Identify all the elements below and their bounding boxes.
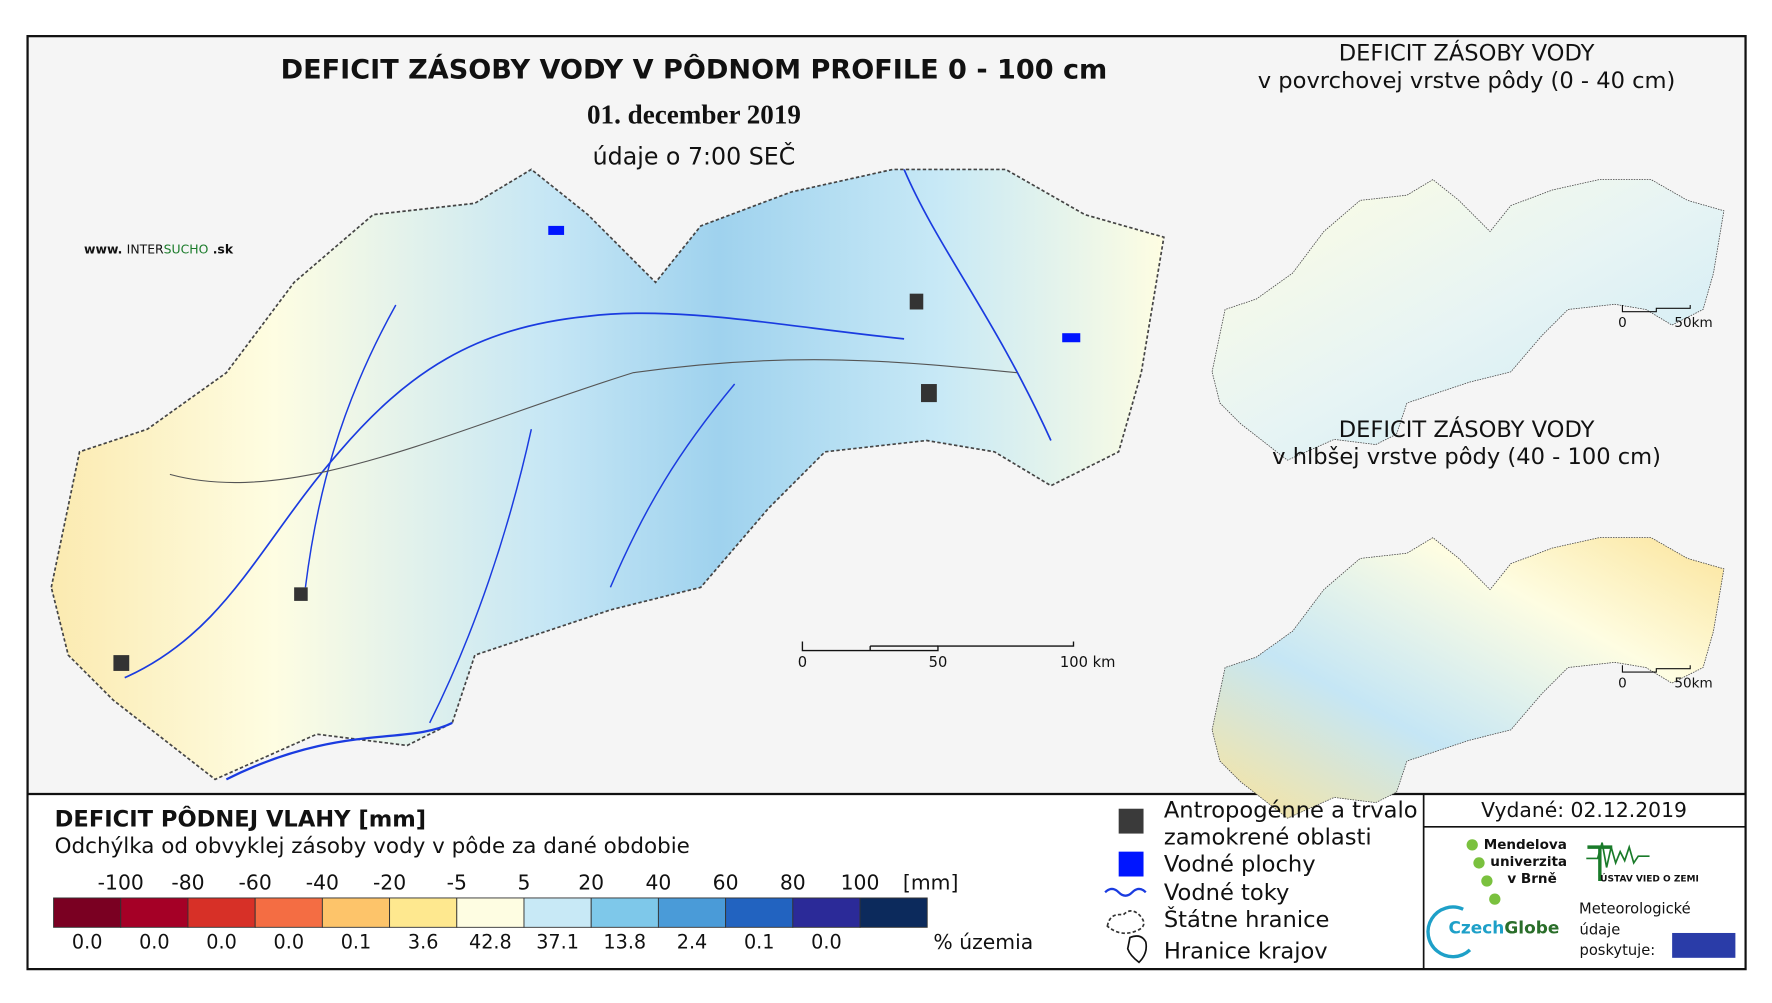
color-box: [389, 897, 458, 928]
percent-label: 0.0: [139, 931, 170, 954]
scale-label: 0: [1618, 675, 1627, 691]
legend-item: Štátne hranice: [1164, 905, 1330, 933]
bound-label: -60: [239, 870, 272, 894]
scale-bar: [801, 641, 1075, 652]
bound-label: 60: [713, 870, 739, 894]
legend-item: Vodné plochy: [1164, 852, 1316, 878]
logo-text: Meteorologické: [1579, 900, 1691, 917]
percent-label: 0.1: [744, 931, 775, 954]
logo-text: údaje: [1580, 922, 1621, 939]
main-map: [50, 168, 1165, 781]
time-note: údaje o 7:00 SEČ: [593, 143, 796, 171]
percent-label: 2.4: [677, 931, 708, 954]
color-box: [859, 897, 928, 928]
logo-text: v Brně: [1507, 871, 1556, 887]
bound-label: -80: [171, 870, 204, 894]
logo-text: poskytuje:: [1580, 942, 1656, 959]
bound-label: 5: [518, 870, 531, 894]
unit-label: [mm]: [903, 870, 958, 894]
icon-border: [1106, 910, 1145, 935]
color-box: [792, 897, 861, 928]
logo-text: Mendelova: [1484, 837, 1567, 853]
date: 01. december 2019: [587, 100, 801, 130]
logo-graphic: [1586, 842, 1650, 868]
inset-title: DEFICIT ZÁSOBY VODY: [1339, 415, 1595, 443]
percent-label: 13.8: [603, 931, 646, 954]
inset-title: DEFICIT ZÁSOBY VODY: [1339, 39, 1595, 67]
legend-item: Vodné toky: [1164, 880, 1290, 906]
scale-label: 50km: [1674, 675, 1712, 691]
mendel-dots: [1466, 839, 1501, 905]
website: www. INTERSUCHO .sk: [84, 241, 234, 256]
color-box: [120, 897, 189, 928]
color-box: [456, 897, 525, 928]
percent-label: 0.0: [274, 931, 305, 954]
title: DEFICIT ZÁSOBY VODY V PÔDNOM PROFILE 0 -…: [281, 54, 1108, 86]
logo-graphic: [1426, 905, 1472, 959]
scale-label: 100 km: [1060, 654, 1115, 671]
legend-item: Hranice krajov: [1164, 939, 1328, 965]
percent-label: 42.8: [469, 931, 512, 954]
legend-item: Antropogénne a trvalo: [1164, 797, 1418, 823]
percent-label: 0.1: [341, 931, 372, 954]
scale-label: 0: [798, 654, 807, 671]
legend-panel: [28, 795, 1745, 968]
bound-label: 80: [780, 870, 806, 894]
percent-label: 0.0: [72, 931, 103, 954]
inset-scale-bar: [1621, 304, 1691, 673]
scale-label: 50: [929, 654, 948, 671]
color-box: [523, 897, 592, 928]
bound-label: -100: [98, 870, 144, 894]
icon-region: [1126, 935, 1148, 964]
logo-graphic: [1672, 932, 1736, 958]
logo-text: ÚSTAV VIED O ZEMI: [1600, 872, 1699, 884]
percent-label: 37.1: [536, 931, 579, 954]
inset-subtitle: v hlbšej vrstve pôdy (40 - 100 cm): [1272, 444, 1661, 470]
legend-item: zamokrené oblasti: [1164, 825, 1372, 851]
scale-label: 50km: [1674, 315, 1712, 331]
bound-label: -5: [447, 870, 467, 894]
color-box: [254, 897, 323, 928]
icon-water: [1118, 851, 1144, 877]
scale-label: 0: [1618, 315, 1627, 331]
bound-label: 40: [645, 870, 671, 894]
color-box: [321, 897, 391, 928]
icon-anthropogenic: [1118, 808, 1144, 834]
inset-subtitle: v povrchovej vrstve pôdy (0 - 40 cm): [1258, 68, 1676, 94]
percent-label: 0.0: [811, 931, 842, 954]
bound-label: -40: [306, 870, 339, 894]
percent-unit: % územia: [933, 930, 1033, 954]
percent-label: 3.6: [408, 931, 439, 954]
logo-graphic: [1587, 845, 1613, 882]
legend-scale: -100 -80 -60 -40 -20 -5 5 20 40 60 80 100 [mm] 0.0 0.0…: [53, 870, 958, 954]
color-box: [590, 897, 659, 928]
icon-river: [1104, 887, 1147, 897]
color-box: [657, 897, 727, 928]
bound-label: -20: [373, 870, 406, 894]
percent-label: 0.0: [206, 931, 237, 954]
legend-subtitle: Odchýlka od obvyklej zásoby vody v pôde …: [55, 834, 690, 859]
bound-label: 20: [578, 870, 604, 894]
logo-text: CzechGlobe: [1448, 917, 1559, 937]
logo-text: univerzita: [1490, 854, 1567, 870]
color-box: [187, 897, 256, 928]
legend-title: DEFICIT PÔDNEJ VLAHY [mm]: [55, 805, 426, 833]
bound-label: 100: [841, 870, 880, 894]
issued: Vydané: 02.12.2019: [1481, 798, 1687, 822]
color-box: [725, 897, 794, 928]
color-box: [53, 897, 122, 928]
